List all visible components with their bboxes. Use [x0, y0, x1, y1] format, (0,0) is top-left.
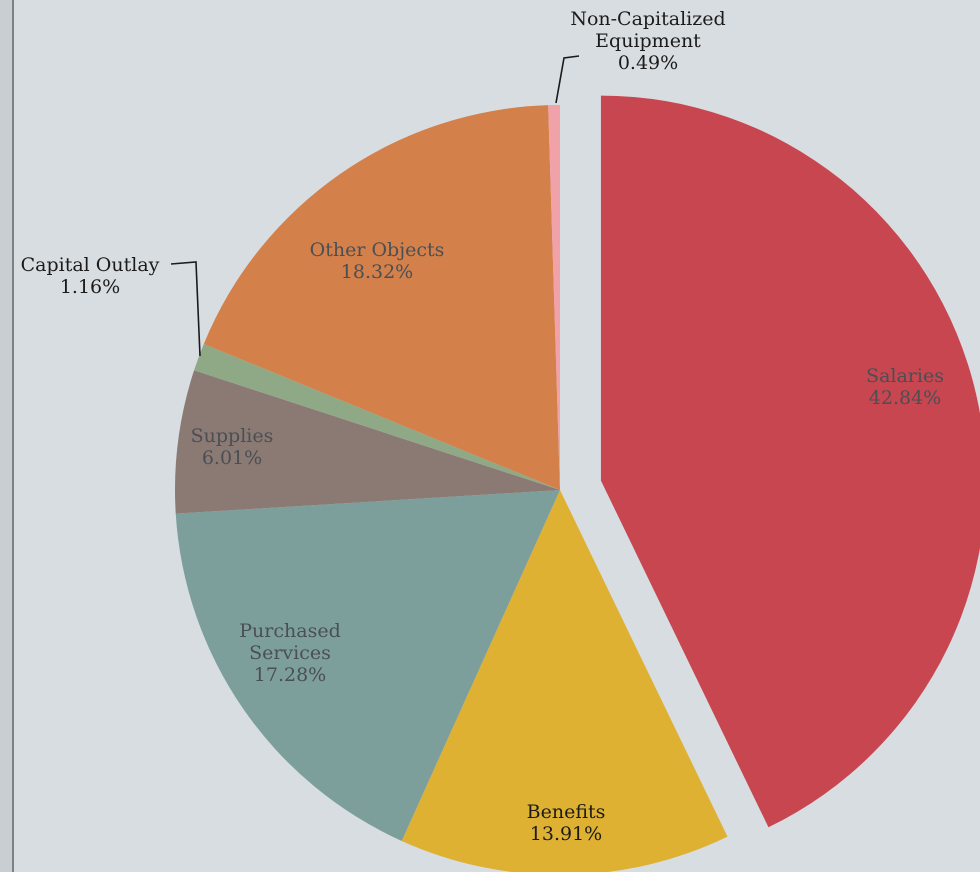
slice-label-capital-outlay: Capital Outlay 1.16% — [21, 254, 160, 298]
pie-slice-other-objects — [203, 105, 560, 490]
pie-slice-benefits — [401, 490, 728, 872]
slices-layer — [175, 95, 980, 872]
slice-label-other-objects: Other Objects 18.32% — [310, 239, 445, 283]
pie-slice-supplies — [175, 370, 560, 514]
leader-line-capital-outlay — [170, 261, 201, 357]
pie-slice-capital-outlay — [194, 343, 560, 490]
labels-layer: Salaries 42.84% Benefits 13.91% Purchased Ser… — [21, 8, 944, 845]
pie-slice-salaries — [600, 95, 980, 828]
pie-slice-purchased-services — [175, 490, 560, 841]
slice-label-benefits: Benefits 13.91% — [527, 801, 606, 845]
slice-label-purchased-services: Purchased Services 17.28% — [239, 620, 340, 686]
leader-line-non-capitalized-equipment — [555, 55, 580, 104]
slice-label-supplies: Supplies 6.01% — [191, 425, 274, 469]
slice-label-salaries: Salaries 42.84% — [866, 365, 944, 409]
leader-lines — [170, 55, 580, 357]
pie-slice-non-capitalized-equipment — [548, 105, 560, 490]
slice-label-non-capitalized-equipment: Non-Capitalized Equipment 0.49% — [570, 8, 725, 74]
